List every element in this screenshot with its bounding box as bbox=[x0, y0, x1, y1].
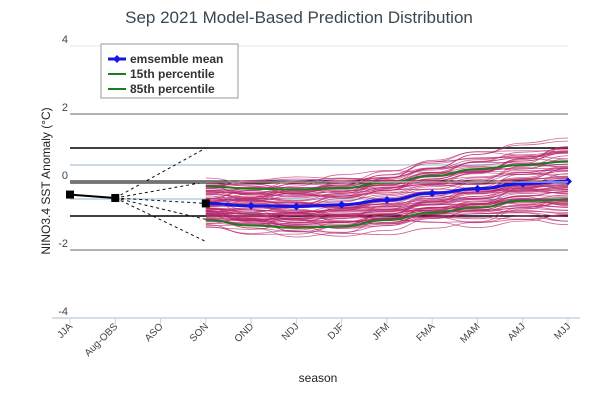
ensemble-member-line bbox=[205, 137, 569, 189]
y-tick-label: 0 bbox=[62, 170, 68, 182]
mean-point bbox=[564, 177, 572, 186]
x-tick-label: AMJ bbox=[506, 321, 528, 343]
ensemble-member-line bbox=[205, 202, 569, 220]
x-tick-label: ASO bbox=[143, 321, 166, 344]
x-tick-label: SON bbox=[188, 321, 211, 344]
ensemble-member-line bbox=[205, 172, 569, 210]
legend-marker bbox=[113, 55, 121, 63]
ensemble-member-line bbox=[205, 205, 569, 227]
mean-point bbox=[428, 189, 437, 198]
ensemble-member-line bbox=[205, 163, 569, 195]
mean-point bbox=[382, 196, 391, 205]
x-axis-label: season bbox=[299, 371, 338, 385]
cone-dashed-line bbox=[115, 197, 207, 242]
series-lines bbox=[201, 160, 572, 229]
mean-point bbox=[247, 201, 256, 210]
cone-dashed-line bbox=[115, 147, 207, 199]
mean-point bbox=[473, 184, 482, 193]
legend-label: emsemble mean bbox=[130, 52, 223, 66]
observed-line bbox=[66, 190, 210, 208]
ensemble-member-line bbox=[205, 151, 569, 189]
ensemble-member-line bbox=[205, 191, 569, 216]
uncertainty-cone bbox=[115, 147, 207, 242]
mean-point bbox=[292, 202, 301, 211]
x-tick-label: MJJ bbox=[552, 321, 573, 342]
ensemble-member-line bbox=[205, 191, 569, 225]
ensemble-member-line bbox=[205, 189, 569, 222]
ensemble-member-line bbox=[205, 173, 569, 197]
x-tick-label: JFM bbox=[370, 321, 392, 343]
x-tick-label: OND bbox=[233, 321, 257, 345]
x-tick-label: DJF bbox=[326, 321, 347, 342]
ensemble-member-line bbox=[205, 198, 569, 220]
ensemble-member-line bbox=[205, 151, 569, 186]
ensemble-member-line bbox=[205, 155, 569, 207]
forecast-start-point bbox=[201, 199, 210, 208]
y-tick-label: 4 bbox=[62, 34, 68, 46]
ensemble-member-line bbox=[205, 151, 569, 193]
y-tick-label: 2 bbox=[62, 102, 68, 114]
mean-point bbox=[337, 200, 346, 209]
chart-title: Sep 2021 Model-Based Prediction Distribu… bbox=[125, 8, 473, 27]
observed-point bbox=[111, 193, 120, 202]
15th-percentile-line bbox=[205, 198, 569, 229]
x-tick-label: NDJ bbox=[280, 321, 302, 343]
ensemble-members bbox=[205, 137, 569, 238]
legend-label: 85th percentile bbox=[130, 82, 215, 96]
observed-line bbox=[69, 193, 116, 199]
ensemble-member-line bbox=[205, 168, 569, 198]
observed-point bbox=[66, 190, 74, 199]
x-tick-label: MAM bbox=[458, 321, 482, 345]
x-tick-label: FMA bbox=[415, 321, 438, 344]
y-tick-label: -2 bbox=[58, 238, 68, 250]
y-axis-label: NINO3.4 SST Anomaly (°C) bbox=[39, 107, 53, 254]
x-tick-label: JJA bbox=[56, 321, 76, 341]
x-tick-label: Aug-OBS bbox=[83, 321, 121, 359]
ensemble-member-line bbox=[205, 173, 569, 213]
cone-dashed-line bbox=[115, 181, 206, 199]
y-tick-label: -4 bbox=[58, 306, 68, 318]
85th-percentile-line bbox=[205, 160, 569, 191]
legend-label: 15th percentile bbox=[130, 67, 215, 81]
